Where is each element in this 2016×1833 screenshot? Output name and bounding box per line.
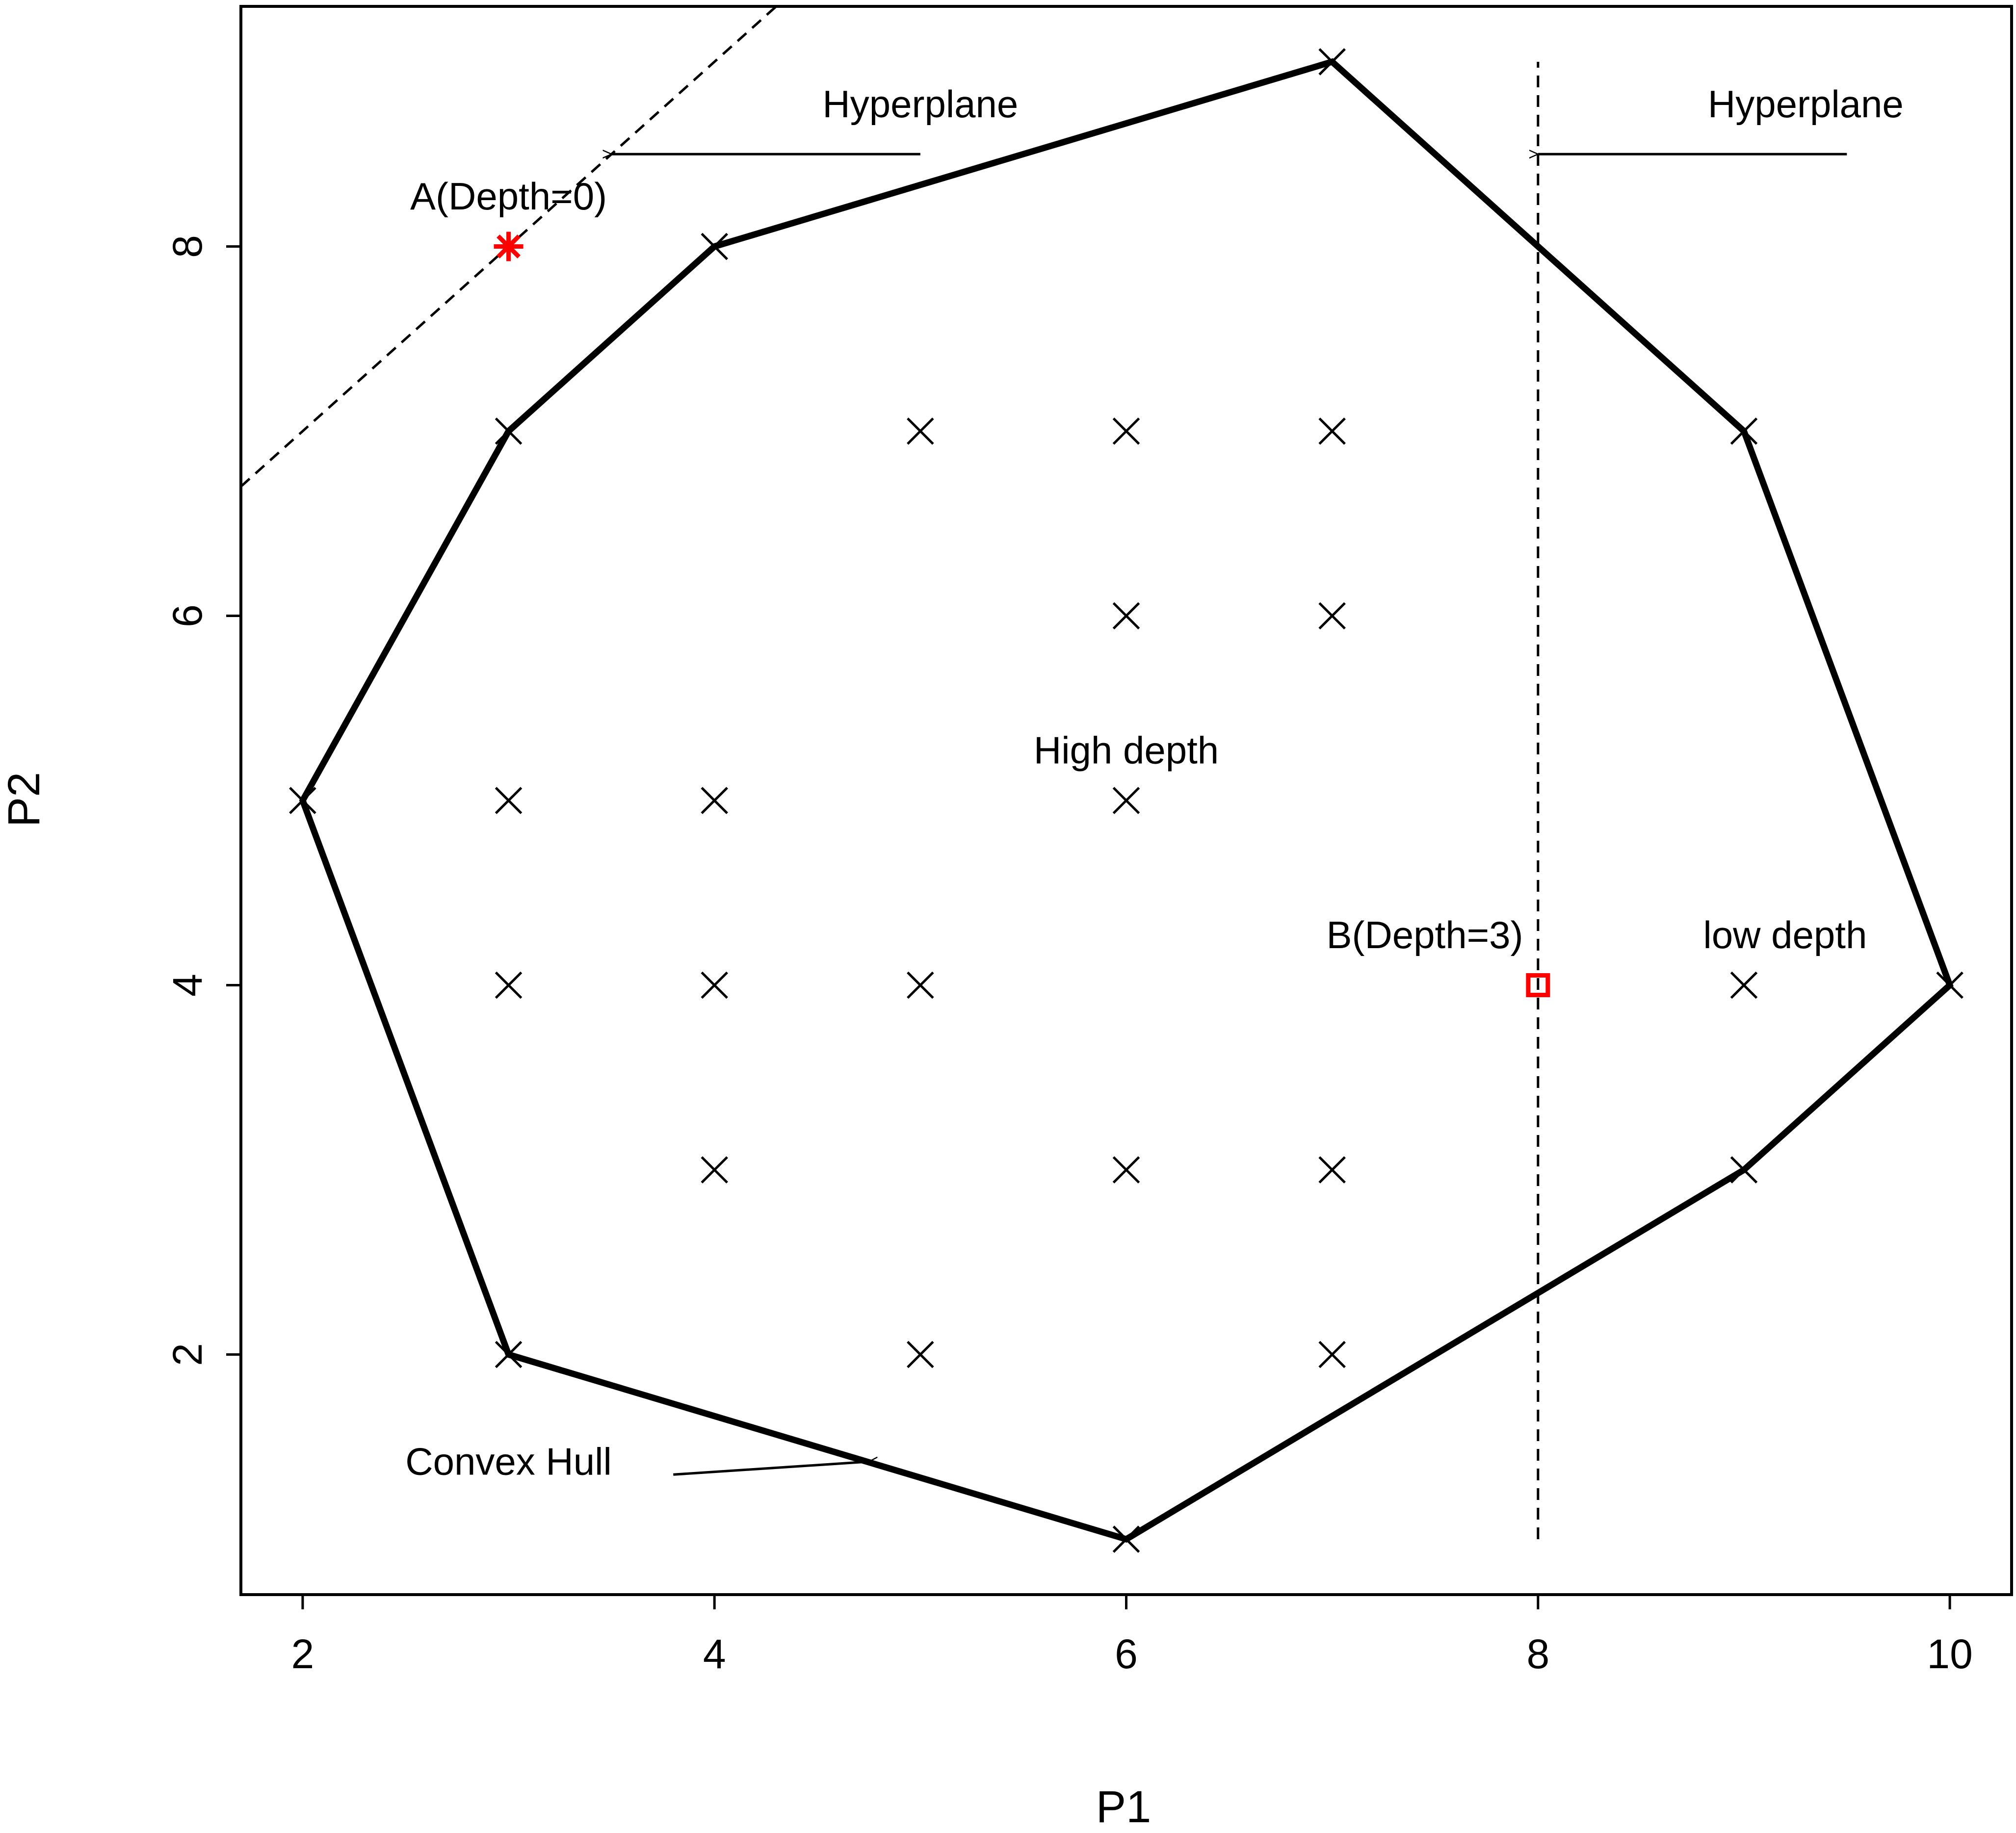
y-tick-label: 8	[164, 235, 210, 258]
data-point	[907, 1341, 934, 1368]
data-point	[289, 787, 316, 814]
point-a-asterisk	[494, 232, 524, 261]
data-point	[495, 787, 523, 814]
x-tick-label: 4	[703, 1631, 726, 1677]
data-point	[495, 1341, 523, 1368]
data-point	[907, 417, 934, 445]
data-point	[1112, 787, 1140, 814]
point-b-square	[1526, 973, 1550, 998]
data-point	[1730, 417, 1758, 445]
data-point	[1936, 971, 1964, 999]
x-axis-title: P1	[1096, 1782, 1152, 1832]
data-point	[1730, 1156, 1758, 1184]
data-point	[1318, 48, 1346, 76]
data-point	[1112, 1156, 1140, 1184]
data-point	[495, 417, 523, 445]
data-point	[701, 232, 728, 260]
annotation-label-high-depth: High depth	[1034, 729, 1219, 772]
annotation-hyperplane-left: Hyperplane	[822, 82, 1018, 126]
annotation-label-low-depth: low depth	[1703, 913, 1867, 956]
y-tick-label: 6	[164, 604, 210, 627]
x-tick-label: 10	[1927, 1631, 1972, 1677]
x-tick-label: 2	[291, 1631, 314, 1677]
x-tick-label: 8	[1526, 1631, 1549, 1677]
y-tick-label: 2	[164, 1343, 210, 1366]
data-point	[1318, 602, 1346, 630]
data-point	[907, 971, 934, 999]
data-point	[1112, 602, 1140, 630]
data-point	[1112, 1525, 1140, 1553]
annotation-arrow-label-convex-hull	[673, 1462, 869, 1476]
data-point	[701, 1156, 728, 1184]
data-point	[1318, 417, 1346, 445]
data-point	[1318, 1156, 1346, 1184]
y-axis-title: P2	[0, 772, 49, 827]
y-tick-label: 4	[164, 974, 210, 997]
x-tick-label: 6	[1115, 1631, 1138, 1677]
annotation-hyperplane-right: Hyperplane	[1708, 82, 1904, 126]
data-point	[1730, 971, 1758, 999]
data-point	[701, 787, 728, 814]
annotation-label-convex-hull: Convex Hull	[405, 1440, 612, 1483]
data-point	[1112, 417, 1140, 445]
annotation-label-b: B(Depth=3)	[1326, 913, 1523, 956]
data-point	[1318, 1341, 1346, 1368]
data-point	[701, 971, 728, 999]
annotation-label-a: A(Depth=0)	[410, 175, 607, 218]
data-point	[495, 971, 523, 999]
convex-hull	[299, 58, 1954, 1543]
